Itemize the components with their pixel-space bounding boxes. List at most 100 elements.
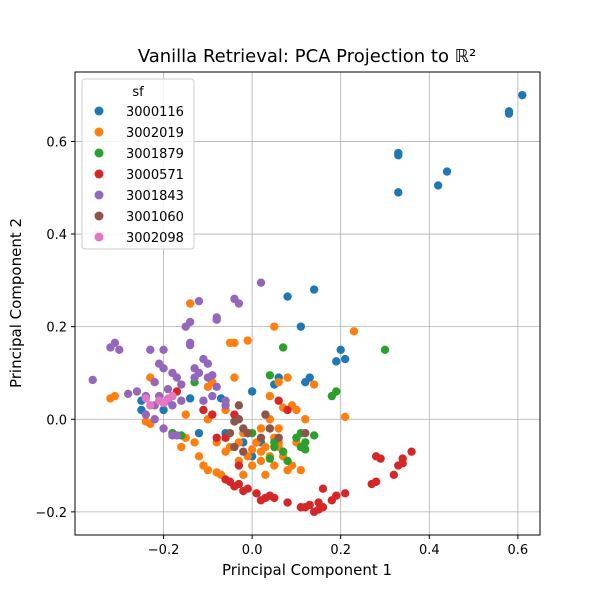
series-3001060	[225, 401, 310, 456]
data-point	[168, 431, 177, 440]
x-tick-label: −0.2	[148, 543, 180, 558]
y-axis-title: Principal Component 2	[7, 218, 25, 388]
data-point	[407, 447, 416, 456]
legend-marker	[94, 127, 104, 137]
data-point	[296, 503, 306, 512]
data-point	[270, 322, 279, 331]
data-point	[301, 415, 310, 424]
data-point	[239, 486, 248, 496]
data-point	[141, 394, 151, 403]
data-point	[265, 424, 275, 433]
data-point	[181, 322, 190, 331]
legend-marker	[94, 169, 104, 179]
data-point	[283, 292, 292, 301]
x-tick-label: 0.2	[330, 543, 351, 558]
data-point	[256, 424, 266, 433]
legend-marker	[94, 190, 104, 200]
data-point	[518, 90, 527, 100]
data-point	[309, 285, 319, 294]
data-point	[203, 373, 213, 382]
data-point	[115, 345, 124, 354]
data-point	[168, 401, 177, 410]
data-point	[221, 475, 230, 484]
data-point	[150, 415, 159, 424]
data-point	[252, 489, 261, 498]
data-point	[340, 354, 350, 364]
y-tick-label: −0.2	[35, 506, 67, 521]
data-points	[88, 90, 527, 517]
data-point	[504, 109, 514, 118]
data-point	[349, 327, 359, 336]
data-point	[283, 405, 292, 415]
legend-label: 3000571	[126, 168, 184, 183]
data-point	[185, 338, 195, 348]
data-point	[265, 391, 275, 401]
data-point	[278, 343, 288, 352]
data-point	[243, 428, 252, 438]
data-point	[309, 380, 319, 389]
data-point	[371, 452, 381, 461]
data-point	[177, 442, 186, 452]
data-point	[318, 484, 328, 493]
legend-label: 3002019	[126, 126, 184, 141]
data-point	[367, 479, 376, 489]
data-point	[230, 417, 239, 426]
data-point	[230, 482, 239, 491]
data-point	[256, 433, 266, 442]
data-point	[256, 447, 266, 456]
data-point	[159, 345, 168, 354]
data-point	[203, 465, 213, 475]
data-point	[274, 396, 283, 405]
data-point	[234, 401, 244, 410]
data-point	[203, 359, 213, 368]
data-point	[230, 373, 239, 382]
data-point	[314, 498, 323, 507]
data-point	[141, 410, 151, 419]
data-point	[247, 461, 257, 470]
data-point	[225, 428, 235, 438]
x-tick-label: 0.4	[419, 543, 440, 558]
x-axis-title: Principal Component 1	[222, 561, 392, 579]
data-point	[243, 336, 252, 345]
legend-marker	[94, 232, 104, 242]
y-tick-label: 0.0	[46, 413, 67, 428]
data-point	[132, 387, 142, 396]
series-3001843	[88, 278, 266, 440]
data-point	[185, 394, 195, 403]
data-point	[247, 387, 257, 396]
legend-label: 3002098	[126, 231, 184, 246]
data-point	[256, 278, 266, 287]
data-point	[190, 438, 199, 447]
data-point	[181, 410, 190, 419]
legend-label: 3001843	[126, 189, 184, 204]
legend-marker	[94, 211, 104, 221]
data-point	[327, 391, 337, 401]
data-point	[172, 373, 182, 382]
data-point	[154, 359, 164, 368]
data-point	[265, 371, 275, 380]
data-point	[283, 465, 292, 475]
data-point	[239, 447, 248, 456]
data-point	[190, 373, 199, 382]
legend-marker	[94, 106, 104, 116]
data-point	[394, 461, 403, 470]
series-3002019	[106, 299, 359, 480]
data-point	[296, 465, 306, 475]
data-point	[106, 343, 115, 352]
data-point	[230, 442, 239, 452]
data-point	[199, 405, 208, 415]
legend-label: 3000116	[126, 105, 184, 120]
data-point	[212, 433, 221, 442]
data-point	[150, 378, 159, 387]
chart-title: Vanilla Retrieval: PCA Projection to ℝ²	[138, 46, 476, 67]
data-point	[199, 396, 208, 405]
data-point	[221, 401, 230, 410]
data-point	[274, 433, 283, 442]
data-point	[247, 445, 257, 454]
data-point	[239, 470, 248, 480]
data-point	[234, 461, 244, 470]
legend: sf 3000116300201930018793000571300184330…	[81, 78, 195, 250]
axis-ticks: −0.2 0.0 0.2 0.4 0.6 −0.2 0.0 0.2 0.4 0.6	[35, 135, 528, 558]
legend-box	[81, 78, 195, 250]
data-point	[261, 470, 270, 480]
